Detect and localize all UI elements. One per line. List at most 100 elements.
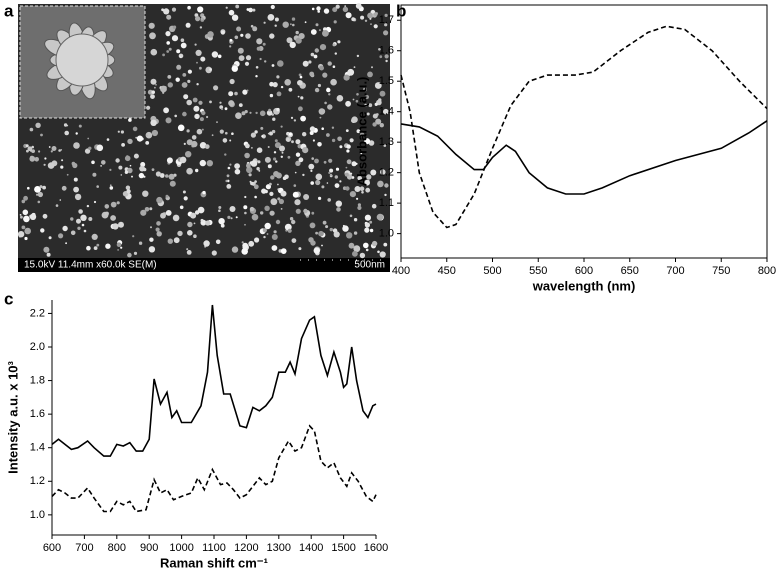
particle bbox=[371, 240, 378, 247]
particle bbox=[104, 211, 109, 216]
particle bbox=[148, 246, 156, 253]
particle bbox=[183, 94, 189, 100]
sem-info-bar bbox=[18, 258, 390, 272]
particle bbox=[364, 19, 368, 22]
particle bbox=[26, 149, 29, 153]
particle bbox=[303, 194, 310, 200]
particle bbox=[293, 119, 297, 122]
particle bbox=[149, 237, 154, 242]
particle bbox=[267, 14, 275, 21]
particle bbox=[128, 118, 132, 122]
particle bbox=[24, 236, 28, 241]
particle bbox=[150, 48, 158, 56]
particle bbox=[250, 160, 258, 167]
particle bbox=[319, 108, 326, 115]
particle bbox=[355, 162, 358, 165]
particle bbox=[63, 123, 68, 127]
particle bbox=[236, 26, 242, 32]
particle bbox=[295, 37, 302, 44]
inset-core bbox=[55, 33, 109, 87]
particle bbox=[58, 233, 64, 239]
particle bbox=[256, 38, 263, 45]
particle bbox=[302, 132, 307, 137]
particle bbox=[319, 44, 327, 51]
particle bbox=[377, 250, 380, 254]
particle bbox=[203, 240, 210, 247]
particle bbox=[237, 47, 244, 54]
particle bbox=[360, 253, 362, 256]
particle bbox=[229, 78, 235, 85]
particle bbox=[199, 117, 204, 122]
particle bbox=[150, 119, 157, 127]
particle bbox=[159, 173, 165, 178]
particle bbox=[60, 149, 63, 151]
particle bbox=[274, 139, 278, 143]
particle bbox=[29, 127, 34, 132]
particle bbox=[83, 229, 87, 233]
particle bbox=[280, 208, 283, 210]
x-tick-label: 1200 bbox=[234, 542, 258, 554]
particle bbox=[269, 81, 274, 87]
particle bbox=[39, 185, 43, 189]
particle bbox=[326, 87, 331, 93]
particle bbox=[76, 218, 81, 224]
particle bbox=[195, 49, 202, 57]
particle bbox=[182, 190, 186, 194]
particle bbox=[71, 161, 76, 166]
particle bbox=[319, 116, 322, 119]
particle bbox=[321, 185, 325, 189]
particle bbox=[349, 191, 356, 198]
particle bbox=[364, 214, 371, 221]
particle bbox=[215, 239, 221, 245]
plot-frame bbox=[400, 4, 768, 259]
particle bbox=[252, 8, 256, 12]
particle bbox=[369, 228, 374, 233]
particle bbox=[19, 214, 22, 216]
particle bbox=[169, 180, 176, 187]
particle bbox=[384, 54, 389, 59]
particle bbox=[363, 138, 371, 145]
particle bbox=[173, 237, 180, 244]
particle bbox=[279, 145, 285, 152]
particle bbox=[181, 82, 188, 88]
particle bbox=[318, 230, 324, 237]
particle bbox=[364, 103, 368, 107]
particle bbox=[251, 147, 253, 149]
particle bbox=[241, 248, 248, 255]
particle bbox=[59, 199, 62, 201]
particle bbox=[140, 209, 147, 216]
particle bbox=[186, 129, 190, 133]
particle bbox=[179, 205, 184, 210]
particle bbox=[73, 186, 79, 193]
particle bbox=[80, 214, 87, 221]
particle bbox=[370, 23, 372, 25]
x-tick-label: 600 bbox=[43, 542, 61, 554]
particle bbox=[160, 212, 166, 219]
particle bbox=[47, 162, 55, 169]
particle bbox=[196, 128, 203, 135]
particle bbox=[379, 251, 386, 258]
particle bbox=[197, 6, 204, 13]
particle bbox=[327, 104, 333, 110]
particle bbox=[37, 200, 41, 204]
particle bbox=[219, 105, 224, 109]
particle bbox=[368, 140, 375, 146]
particle bbox=[218, 209, 221, 212]
particle bbox=[226, 174, 230, 178]
particle bbox=[129, 164, 132, 167]
particle bbox=[154, 86, 156, 89]
particle bbox=[235, 216, 238, 219]
sem-info: 15.0kV 11.4mm x60.0k SE(M) bbox=[24, 260, 157, 271]
particle bbox=[78, 124, 82, 128]
particle bbox=[295, 139, 301, 145]
x-tick-label: 700 bbox=[75, 542, 93, 554]
particle bbox=[65, 242, 67, 245]
y-axis-label: Intensity a.u. x 10³ bbox=[5, 360, 20, 473]
particle bbox=[200, 17, 204, 21]
particle bbox=[133, 153, 139, 159]
particle bbox=[117, 249, 119, 251]
particle bbox=[132, 126, 138, 132]
particle bbox=[309, 71, 315, 77]
particle bbox=[251, 213, 259, 221]
panel-label: a bbox=[4, 1, 14, 20]
